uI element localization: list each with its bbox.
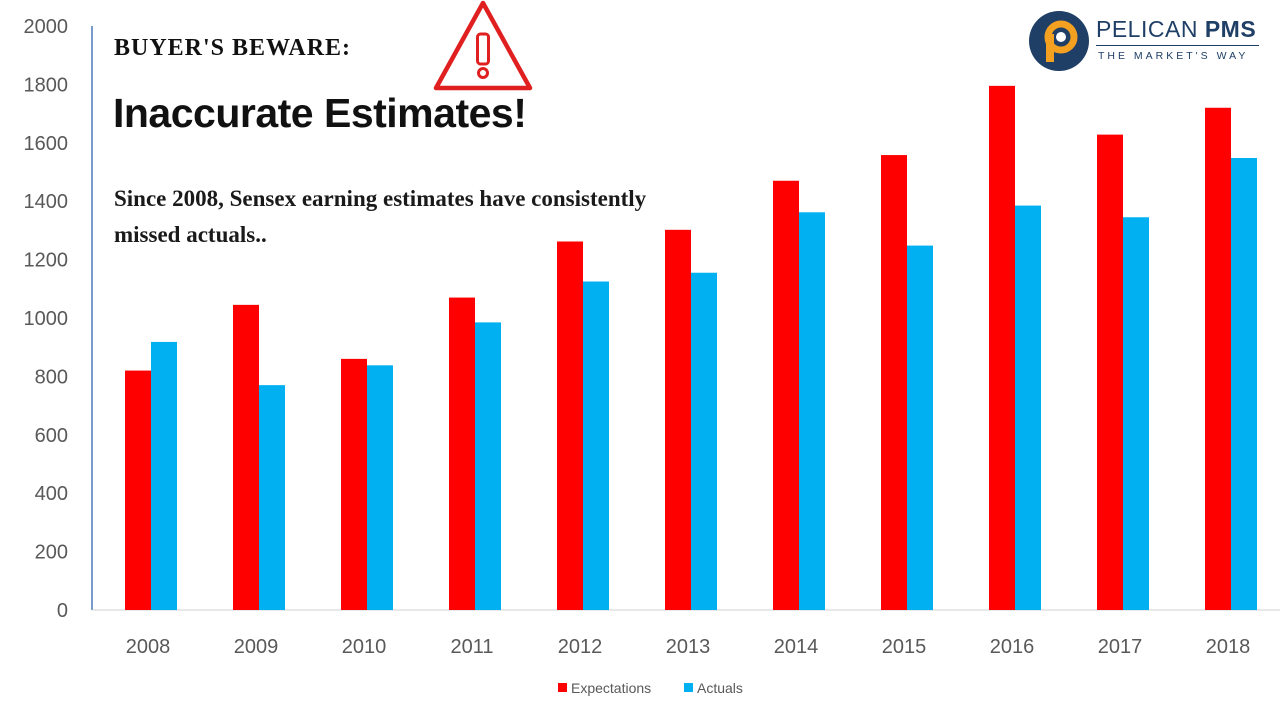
bar-expectations-2012 (557, 241, 583, 610)
bar-actuals-2017 (1123, 217, 1149, 610)
bars (125, 85, 1257, 611)
bar-actuals-2010 (367, 365, 393, 610)
x-tick-label: 2013 (666, 636, 711, 658)
y-tick-label: 1200 (24, 250, 69, 272)
bar-actuals-2011 (475, 322, 501, 610)
x-tick-label: 2012 (558, 636, 603, 658)
legend-swatch-expectations (558, 683, 567, 692)
bar-expectations-2010 (341, 358, 367, 610)
x-tick-label: 2016 (990, 636, 1035, 658)
bar-actuals-2013 (691, 272, 717, 610)
bar-expectations-2013 (665, 229, 691, 611)
y-tick-label: 2000 (24, 16, 69, 38)
bar-expectations-2011 (449, 297, 475, 610)
page-title: Inaccurate Estimates! (113, 90, 527, 136)
x-axis-ticks: 2008 2009 2010 2011 2012 2013 2014 2015 2016 2017… (126, 636, 1251, 658)
bar-expectations-2017 (1097, 134, 1123, 610)
headline: BUYER'S BEWARE: (114, 35, 352, 61)
legend-swatch-actuals (684, 683, 693, 692)
x-tick-label: 2015 (882, 636, 927, 658)
x-tick-label: 2010 (342, 636, 387, 658)
bar-expectations-2014 (773, 180, 799, 610)
x-tick-label: 2017 (1098, 636, 1143, 658)
y-tick-label: 1000 (24, 308, 69, 330)
brand-name: PELICAN PMS (1096, 16, 1257, 42)
bar-actuals-2014 (799, 212, 825, 610)
x-tick-label: 2018 (1206, 636, 1251, 658)
pelican-logo-icon (1029, 11, 1089, 71)
y-tick-label: 1800 (24, 74, 69, 96)
y-tick-label: 600 (35, 425, 68, 447)
bar-expectations-2018 (1205, 107, 1231, 610)
bar-expectations-2008 (125, 370, 151, 610)
bar-actuals-2009 (259, 385, 285, 610)
legend-label-actuals: Actuals (697, 680, 743, 696)
y-tick-label: 400 (35, 483, 68, 505)
y-tick-label: 1600 (24, 133, 69, 155)
bar-actuals-2015 (907, 245, 933, 611)
bar-expectations-2015 (881, 155, 907, 610)
y-tick-label: 200 (35, 542, 68, 564)
x-tick-label: 2014 (774, 636, 819, 658)
y-tick-label: 0 (57, 600, 68, 622)
warning-triangle-icon (433, 0, 533, 91)
bar-actuals-2018 (1231, 157, 1257, 610)
brand-logo: PELICAN PMS THE MARKET'S WAY (1028, 10, 1260, 71)
bar-actuals-2016 (1015, 205, 1041, 610)
subtitle: Since 2008, Sensex earning estimates hav… (114, 186, 647, 247)
legend-label-expectations: Expectations (571, 680, 651, 696)
legend: Expectations Actuals (558, 680, 743, 696)
bar-expectations-2009 (233, 304, 259, 610)
y-tick-label: 1400 (24, 191, 69, 213)
x-tick-label: 2008 (126, 636, 171, 658)
y-tick-label: 800 (35, 366, 68, 388)
bar-expectations-2016 (989, 85, 1015, 611)
bar-actuals-2012 (583, 281, 609, 610)
bar-actuals-2008 (151, 341, 177, 610)
brand-tagline: THE MARKET'S WAY (1098, 50, 1249, 62)
x-tick-label: 2009 (234, 636, 279, 658)
brand-divider (1096, 45, 1259, 46)
x-tick-label: 2011 (450, 636, 493, 658)
y-axis-ticks: 0 200 400 600 800 1000 1200 1400 1600 1800 2000 (24, 16, 69, 622)
